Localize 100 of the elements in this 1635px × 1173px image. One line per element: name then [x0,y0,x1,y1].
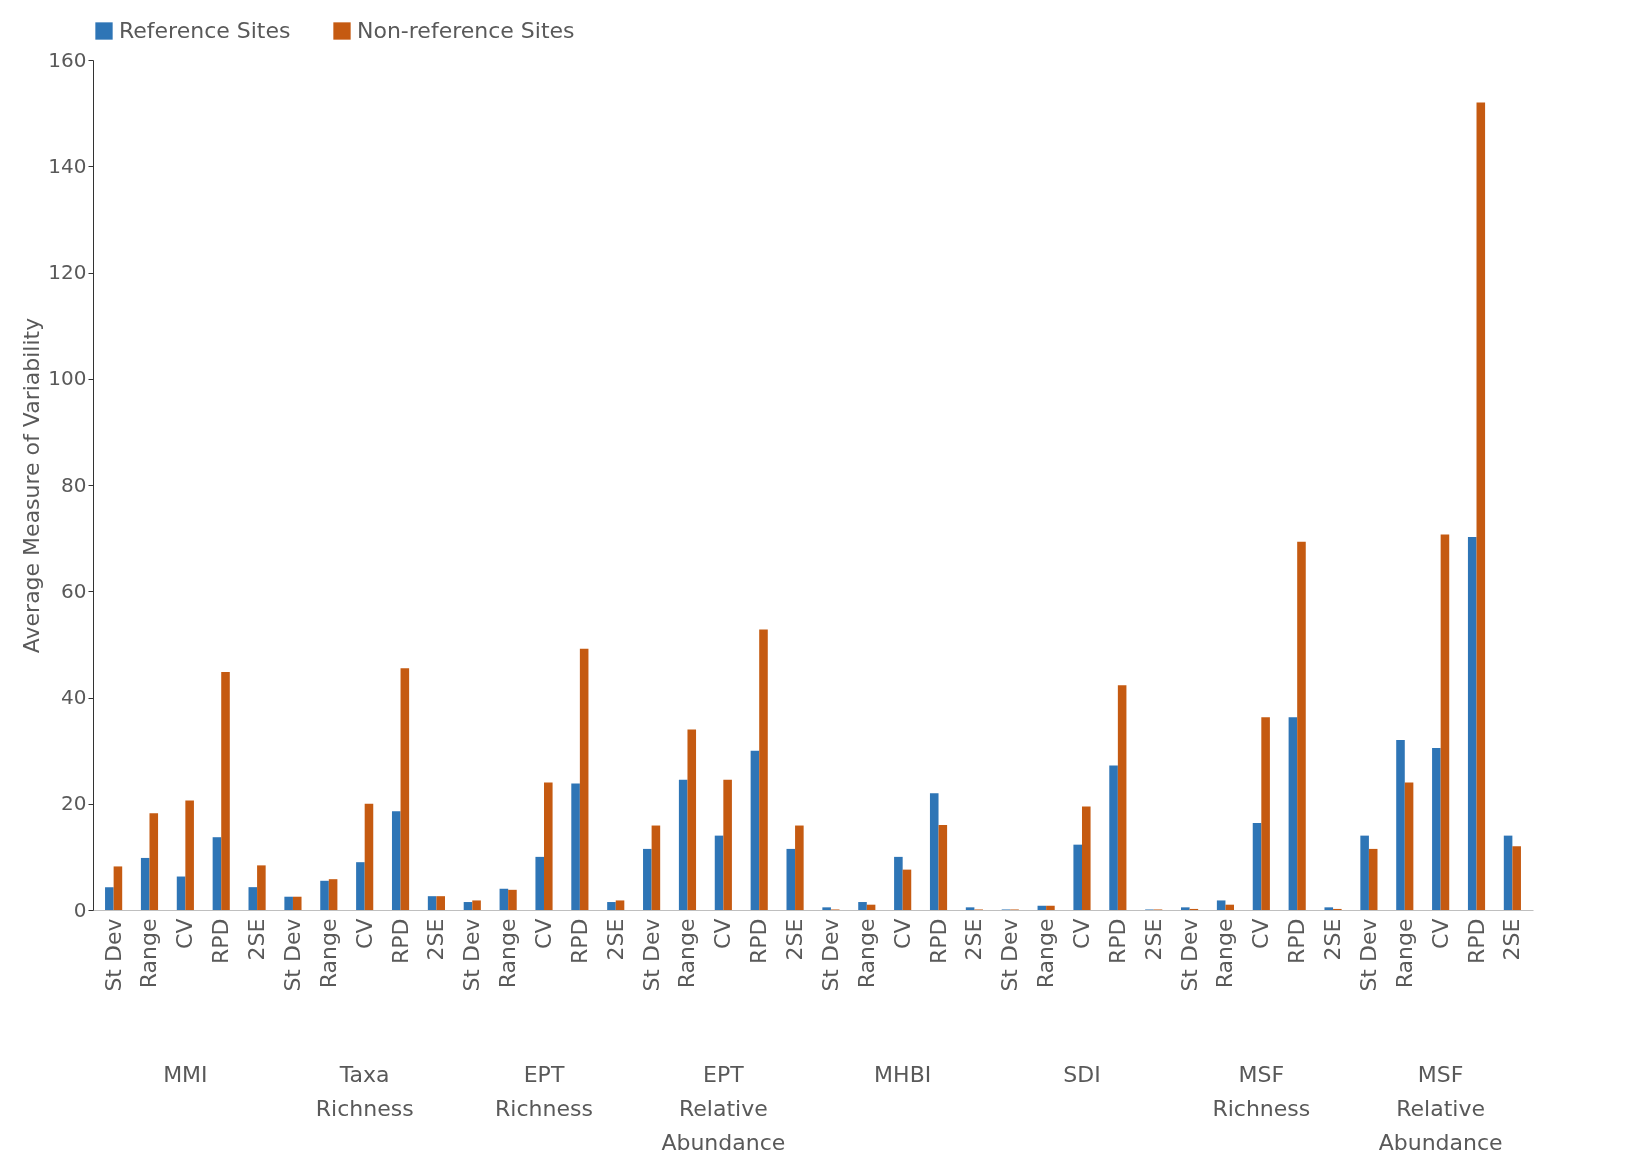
bar [185,800,194,910]
bar [1297,541,1306,910]
text: MHBI [874,1062,932,1087]
legend-label: Non-reference Sites [357,18,575,43]
bar [902,869,912,910]
x-tick-label: Range [853,918,879,989]
bar [140,857,150,910]
x-tick-label: Range [495,918,521,989]
bar [472,900,481,910]
y-tick-label: 140 [48,153,87,178]
bar [356,862,365,910]
x-tick-label: St Dev [1355,918,1381,992]
x-tick-label: RPD [1104,918,1130,964]
x-tick-label: 2SE [244,918,270,961]
bar [651,825,661,910]
bar [292,896,302,910]
x-tick-label: 2SE [1499,918,1525,961]
x-tick-label: CV [889,918,915,949]
bar [1225,904,1235,910]
bar [113,866,123,910]
bar [750,750,760,910]
bar [1432,747,1441,910]
bar [1288,717,1298,910]
x-tick-label: CV [1248,918,1274,949]
bar [364,803,374,910]
bar [221,672,230,910]
bar [212,837,222,910]
bar [1046,905,1055,910]
x-tick-label: St Dev [279,918,305,992]
text: Taxa Richness [315,1062,414,1121]
x-tick-label: RPD [925,918,951,964]
x-tick-label: CV [1427,918,1453,949]
bar [723,779,732,910]
x-tick-label: 2SE [1320,918,1346,961]
bar [1503,835,1513,910]
y-tick-label: 80 [61,472,87,497]
x-tick-label: St Dev [817,918,843,992]
bar [436,896,445,910]
bar [105,887,114,910]
x-tick-label: 2SE [782,918,808,961]
bar [391,811,401,910]
x-tick-label: 2SE [423,918,449,961]
x-tick-label: RPD [566,918,592,964]
bar [1324,907,1334,910]
bar [687,729,697,910]
x-tick-label: RPD [387,918,413,964]
bar [894,856,903,910]
x-tick-label: CV [351,918,377,949]
bar [1396,740,1405,910]
text: MSF Relative Abundance [1378,1062,1503,1155]
bar [499,888,509,910]
y-tick-label: 160 [48,47,87,72]
bar [248,887,258,910]
y-axis-title: Average Measure of Variability [19,317,45,654]
y-tick-label: 0 [73,897,87,922]
bar [1117,685,1127,910]
x-tick-label: 2SE [1140,918,1166,961]
x-tick-label: Range [315,918,341,989]
x-tick-label: St Dev [997,918,1023,992]
text: MSF Richness [1212,1062,1311,1121]
bar [786,848,796,910]
y-tick-label: 100 [48,366,87,391]
x-tick-label: St Dev [459,918,485,992]
bar [1109,765,1118,910]
bar [615,900,625,910]
bar [284,896,293,910]
bar [1440,534,1450,910]
bar [1081,806,1091,910]
bar [427,896,437,910]
x-tick-label: CV [710,918,736,949]
bar [1404,782,1414,910]
x-tick-label: Range [1391,918,1417,989]
bar [1368,848,1378,910]
bar [328,879,338,910]
y-tick-label: 40 [61,685,87,709]
x-tick-label: 2SE [961,918,987,961]
x-tick-label: Range [136,918,162,989]
bar [1261,717,1270,910]
x-tick-label: Range [674,918,700,989]
x-tick-label: St Dev [100,918,126,992]
bar [929,793,939,910]
bar [1252,822,1262,910]
bar [579,648,589,910]
bar [759,629,768,910]
bar [1073,844,1082,910]
x-tick-label: RPD [746,918,772,964]
bar [643,848,652,910]
text: MMI [163,1062,208,1087]
bar [508,889,517,910]
bar [607,902,616,910]
x-tick-label: St Dev [638,918,664,992]
bar [176,876,186,910]
x-tick-label: Range [1033,918,1059,989]
x-tick-label: Range [1212,918,1238,989]
bar [795,825,804,910]
y-tick-label: 120 [48,260,87,284]
bar [965,907,975,910]
y-tick-label: 60 [61,578,87,603]
bar [1216,900,1226,910]
bar [400,668,410,910]
